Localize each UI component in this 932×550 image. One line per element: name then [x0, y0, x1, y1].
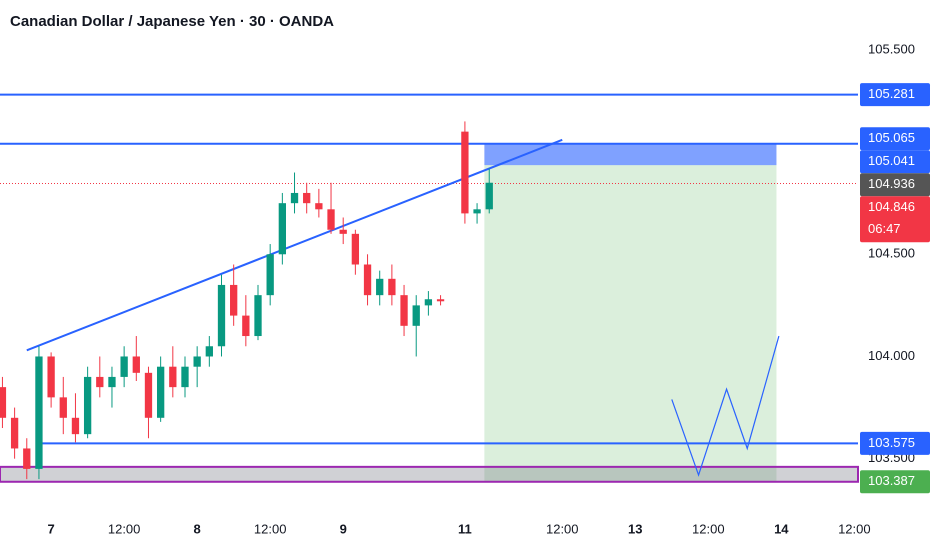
price-badge: [860, 431, 930, 455]
candle-body: [388, 278, 396, 296]
candle-body: [47, 356, 55, 398]
candle-body: [230, 284, 238, 316]
candle-body: [169, 366, 177, 388]
candle-body: [10, 417, 19, 449]
candle-body: [400, 295, 408, 326]
candle-body: [485, 182, 493, 210]
candle-body: [96, 376, 104, 388]
x-tick-label: 9: [340, 521, 347, 536]
candle-body: [461, 131, 469, 214]
candle-body: [217, 284, 226, 347]
candle-body: [278, 203, 286, 255]
stop-zone: [484, 143, 777, 166]
price-badge-label: 105.281: [868, 86, 915, 101]
price-badge: [860, 127, 930, 151]
candle-body: [339, 229, 347, 234]
candle-body: [108, 376, 116, 388]
candle-body: [0, 387, 7, 418]
x-tick-label: 12:00: [838, 521, 871, 536]
candle-body: [473, 209, 481, 214]
candle-body: [35, 356, 43, 469]
candle-body: [205, 346, 213, 357]
candle-body: [363, 264, 372, 296]
x-tick-label: 7: [47, 521, 54, 536]
x-tick-label: 11: [458, 521, 472, 536]
candle-body: [23, 448, 31, 469]
price-badge-label: 105.065: [868, 130, 915, 145]
candle-body: [290, 192, 299, 204]
candle-body: [71, 417, 80, 435]
candle-body: [412, 305, 420, 326]
candle-body: [303, 192, 311, 204]
x-tick-label: 8: [194, 521, 201, 536]
price-badge-label: 105.041: [868, 153, 915, 168]
price-badge-label: 103.575: [868, 435, 915, 450]
candle-body: [156, 366, 165, 418]
candle-body: [144, 372, 153, 418]
candle-body: [83, 376, 92, 435]
candle-body: [59, 397, 67, 418]
target-zone: [484, 165, 777, 482]
candle-body: [327, 209, 335, 230]
x-tick-label: 12:00: [254, 521, 287, 536]
price-badge-label: 103.387: [868, 473, 915, 488]
price-badge: [860, 83, 930, 107]
trend-line: [26, 138, 563, 352]
x-tick-label: 12:00: [546, 521, 579, 536]
price-badge: [860, 173, 930, 197]
support-zone: [0, 465, 859, 483]
x-tick-label: 12:00: [108, 521, 141, 536]
y-tick-label: 105.500: [868, 41, 915, 56]
y-tick-label: 104.500: [868, 246, 915, 261]
price-badge-label: 104.936: [868, 176, 915, 191]
price-badge: [860, 150, 930, 174]
candle-body: [242, 315, 250, 337]
candle-body: [120, 356, 128, 377]
candle-body: [266, 254, 274, 296]
candle-body: [351, 233, 360, 265]
y-tick-label: 104.000: [868, 348, 915, 363]
x-tick-label: 12:00: [692, 521, 725, 536]
price-badge: [860, 196, 930, 243]
candle-body: [436, 299, 445, 302]
candle-body: [254, 295, 262, 337]
price-badge-label: 104.846: [868, 199, 915, 214]
x-tick-label: 13: [628, 521, 642, 536]
candle-body: [424, 299, 433, 306]
candle-body: [132, 356, 140, 373]
countdown: 06:47: [868, 221, 901, 236]
price-badge: [860, 470, 930, 494]
candle-body: [181, 366, 189, 388]
x-tick-label: 14: [774, 521, 789, 536]
chart-title: Canadian Dollar / Japanese Yen · 30 · OA…: [10, 13, 334, 30]
candle-body: [193, 356, 201, 367]
projection-path: [671, 335, 780, 477]
candle-body: [315, 203, 323, 210]
candle-body: [376, 278, 384, 296]
